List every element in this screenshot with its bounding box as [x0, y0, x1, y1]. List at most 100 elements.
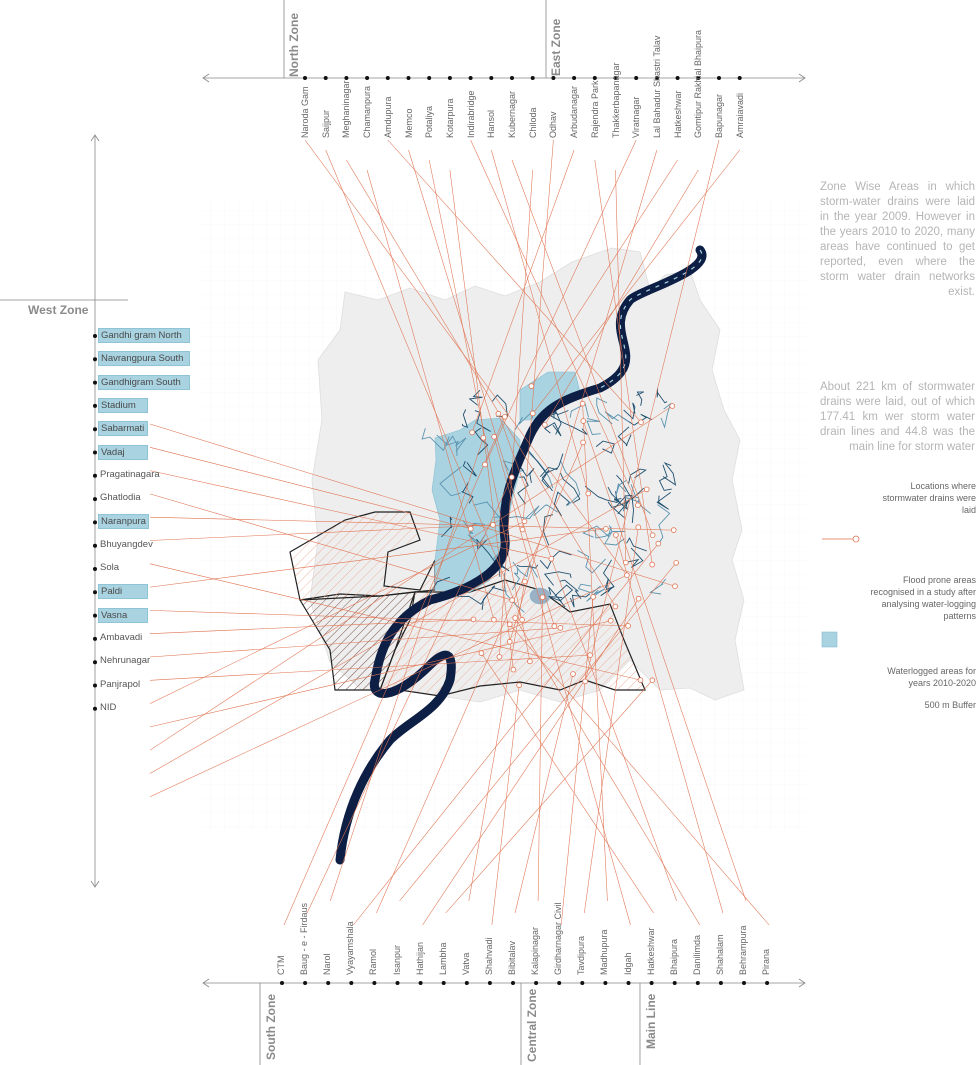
- west-axis-dot: [93, 473, 97, 478]
- location-marker: [470, 616, 477, 623]
- bottom-axis-dot: [695, 981, 700, 985]
- location-marker: [622, 559, 629, 566]
- location-marker: [649, 532, 656, 538]
- location-marker: [490, 522, 496, 528]
- top-axis-dot: [551, 76, 556, 80]
- legend-symbols: [821, 535, 860, 648]
- location-marker: [509, 597, 515, 603]
- location-marker: [649, 677, 656, 683]
- top-axis-dot: [427, 76, 432, 80]
- leader-line: [491, 685, 520, 926]
- leader-line: [329, 437, 484, 902]
- leader-line: [149, 610, 629, 627]
- location-marker: [478, 650, 485, 656]
- bottom-area-label: Tavdipura: [576, 935, 587, 975]
- drain-line: [503, 572, 525, 613]
- top-axis-dot: [344, 76, 349, 80]
- top-axis-dot: [510, 76, 514, 80]
- bottom-axis-dot: [280, 981, 284, 985]
- leader-line: [149, 654, 591, 681]
- bottom-axis-dot: [534, 981, 539, 985]
- drain-line: [553, 491, 571, 517]
- leader-line: [149, 447, 471, 529]
- drain-line: [550, 415, 588, 435]
- west-axis-dot: [93, 660, 97, 665]
- west-axis-dot: [93, 380, 97, 385]
- bottom-axis-dot: [511, 981, 515, 985]
- location-marker: [491, 433, 497, 440]
- bottom-axis-dot: [580, 981, 585, 985]
- west-zone-title: West Zone: [28, 303, 89, 317]
- location-marker: [527, 658, 533, 665]
- drain-line: [421, 428, 450, 452]
- location-marker: [467, 525, 474, 532]
- drain-line: [541, 469, 553, 492]
- leader-line: [376, 442, 584, 914]
- west-axis-dot: [93, 427, 97, 432]
- drain-line: [600, 559, 615, 597]
- location-marker: [528, 383, 535, 389]
- drain-line: [628, 468, 647, 484]
- leader-line: [468, 581, 526, 902]
- bottom-area-label: Bibitalav: [507, 940, 517, 975]
- drain-line: [649, 578, 667, 595]
- legend-flood-prone: Flood prone areas recognised in a study …: [870, 575, 976, 621]
- bottom-axis-dot: [649, 981, 654, 985]
- drain-line: [613, 495, 628, 519]
- bottom-area-label: Hathijan: [414, 941, 425, 975]
- central-zone-title: Central Zone: [525, 988, 539, 1062]
- bottom-axis-dot: [742, 981, 746, 985]
- legend-marker-symbol: [852, 535, 860, 543]
- waterlogged-spot-central: [529, 587, 551, 605]
- location-marker: [548, 555, 555, 562]
- bottom-axis-dot: [626, 981, 631, 985]
- leader-line: [509, 624, 770, 926]
- leader-line: [149, 619, 474, 634]
- west-area-label: Vasna: [98, 607, 148, 623]
- west-axis-dot: [93, 706, 97, 711]
- drain-line: [577, 550, 606, 574]
- bottom-area-label: Ramol: [368, 948, 379, 975]
- bottom-axis-dot: [672, 981, 677, 985]
- drain-line: [586, 417, 601, 435]
- bottom-area-label: Vyayamshala: [345, 921, 356, 975]
- west-axis-dot: [93, 334, 97, 338]
- location-marker: [551, 623, 558, 629]
- top-area-label: Meghaninagar: [341, 80, 352, 138]
- top-area-label: Lal Bahadur Shastri Talav: [651, 35, 662, 138]
- drain-line: [511, 567, 520, 591]
- drain-line: [560, 461, 581, 506]
- location-marker: [638, 419, 644, 426]
- location-marker: [670, 527, 677, 533]
- top-area-label: Indirabridge: [465, 90, 476, 138]
- location-marker: [587, 652, 593, 658]
- top-area-label: Gomtipur Rakhial Bhaipura: [693, 29, 704, 138]
- location-marker: [519, 616, 525, 623]
- west-area-label: Pragatinagara: [100, 468, 160, 480]
- top-axis-dot: [572, 76, 577, 80]
- top-axis-dot: [592, 76, 597, 80]
- drain-line: [539, 453, 564, 477]
- top-area-label: Arbudanagar: [569, 85, 580, 138]
- bottom-axis-dot: [718, 981, 723, 985]
- bottom-axis-dot: [395, 981, 400, 985]
- location-marker: [469, 429, 475, 436]
- location-marker: [672, 583, 678, 589]
- leader-line: [583, 420, 747, 902]
- leader-line: [149, 489, 647, 774]
- west-axis-dot: [93, 497, 97, 502]
- top-axis-dot: [489, 76, 494, 80]
- west-axis-dot: [93, 636, 97, 641]
- top-area-label: Odhav: [548, 111, 559, 138]
- drain-line: [461, 409, 469, 429]
- leader-line: [346, 159, 616, 607]
- top-axis-dot: [323, 76, 328, 80]
- main-line-title: Main Line: [644, 993, 658, 1049]
- top-axis-dot: [634, 76, 639, 80]
- drain-line: [604, 525, 625, 546]
- drain-length-description: About 221 km of stormwater drains were l…: [820, 381, 975, 453]
- leader-line: [509, 149, 658, 642]
- leader-line: [366, 169, 495, 620]
- location-marker: [635, 502, 641, 509]
- leader-line: [532, 149, 740, 414]
